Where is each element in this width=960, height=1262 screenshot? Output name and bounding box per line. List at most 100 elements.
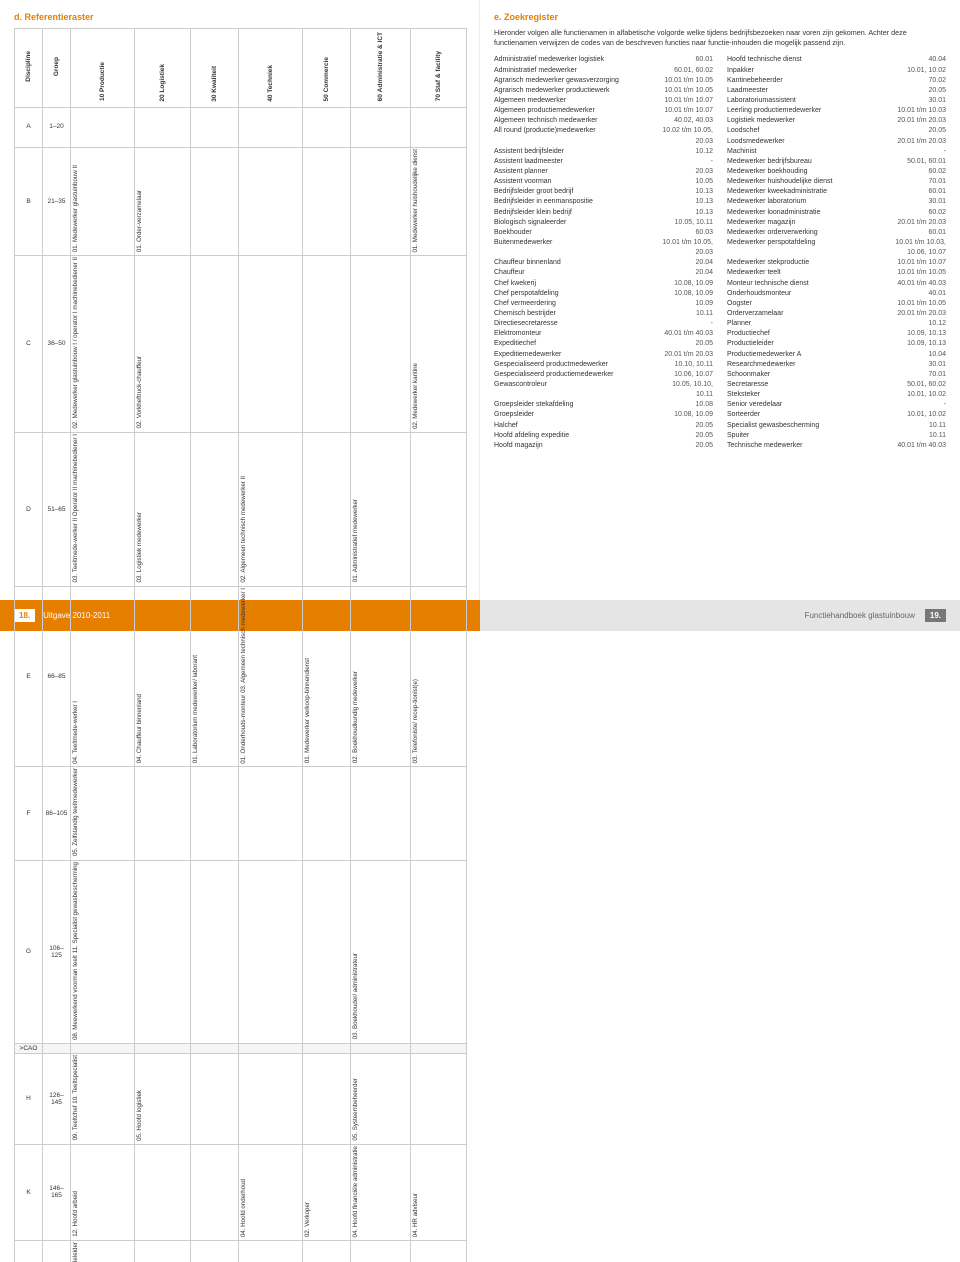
left-section-title: d. Referentieraster (14, 12, 465, 22)
grid-cell: 03. Telefoniste/ recep-tionist(e) (411, 586, 467, 767)
zoek-code: 10.06, 10.07 (903, 248, 946, 258)
zoek-name: Technische medewerker (727, 441, 887, 451)
zoek-row: Bedrijfsleider in eenmanspositie10.13 (494, 197, 713, 207)
zoek-row: Researchmedewerker30.01 (727, 360, 946, 370)
zoek-code: 20.01 t/m 20.03 (893, 116, 946, 126)
zoek-code: 60.01 (691, 55, 713, 65)
zoek-row: Halchef20.05 (494, 421, 713, 431)
group-code: K (15, 1144, 43, 1241)
zoek-name: Expeditiechef (494, 339, 685, 349)
grid-table: Discipline Groep 10 Productie 20 Logisti… (14, 28, 467, 1262)
cell-text: 04. Hoofd financiële administratie (353, 1146, 360, 1238)
zoek-code: 60.02 (924, 208, 946, 218)
grid-cell: 01. Administratief medewerker (351, 432, 411, 586)
zoek-row: Oogster10.01 t/m 10.05 (727, 299, 946, 309)
grid-cell (303, 432, 351, 586)
zoek-row: Medewerker teelt10.01 t/m 10.05 (727, 268, 946, 278)
zoek-code: 10.01 t/m 10.07 (893, 258, 946, 268)
grid-cell (191, 767, 239, 860)
zoek-name: Gewascontroleur (494, 380, 662, 390)
zoek-column-2: Hoofd technische dienst40.04Inpakker10.0… (727, 55, 946, 450)
zoekregister-intro: Hieronder volgen alle functienamen in al… (494, 28, 946, 47)
grid-cell: 02. Vorkheftruck-chauffeur (135, 256, 191, 433)
zoek-name: Medewerker loonadministratie (727, 208, 918, 218)
grid-cell (71, 1043, 135, 1053)
grid-cell (191, 432, 239, 586)
zoek-row: Algemeen medewerker10.01 t/m 10.07 (494, 96, 713, 106)
zoek-code: 10.01 t/m 10.05 (660, 86, 713, 96)
group-code: D (15, 432, 43, 586)
zoek-row: Medewerker stekproductie10.01 t/m 10.07 (727, 258, 946, 268)
grid-cell: 01. Onderhouds-monteur 03. Algemeen tech… (239, 586, 303, 767)
zoek-name: Medewerker boekhouding (727, 167, 918, 177)
grid-cell (239, 256, 303, 433)
cell-text: 01. Administratief medewerker (353, 499, 360, 582)
zoek-name: Gespecialiseerd productiemedewerker (494, 370, 664, 380)
grid-cell (239, 1043, 303, 1053)
cell-text: 02. Medewerker glastuinbouw I / operator… (73, 257, 80, 429)
zoek-row: Algemeen productiemedewerker10.01 t/m 10… (494, 106, 713, 116)
zoek-row: Loodschef 20.05 (727, 126, 946, 136)
grid-cell: 13. Productieleider/ locatieleider (71, 1241, 135, 1262)
zoek-code: - (940, 400, 946, 410)
grid-cell (303, 1043, 351, 1053)
zoek-row: Medewerker laboratorium 30.01 (727, 197, 946, 207)
zoek-name: Loodsmedewerker (727, 137, 887, 147)
zoek-name: Biologisch signaleerder (494, 218, 665, 228)
zoek-name: Machinist (727, 147, 934, 157)
grid-cell (351, 1241, 411, 1262)
right-section-title: e. Zoekregister (494, 12, 946, 22)
zoek-name: Loodschef (727, 126, 918, 136)
zoek-row: Hoofd technische dienst40.04 (727, 55, 946, 65)
zoek-row: Agrarisch medewerker productiewerk10.01 … (494, 86, 713, 96)
zoek-column-1: Administratief medewerker logistiek60.01… (494, 55, 713, 450)
zoek-name: Assistent laadmeester (494, 157, 701, 167)
grid-cell (303, 256, 351, 433)
zoek-name: Secretaresse (727, 380, 897, 390)
grid-cell (351, 767, 411, 860)
zoek-row: Groepsleider stekafdeling10.08 (494, 400, 713, 410)
zoek-code: 40.01 t/m 40.03 (660, 329, 713, 339)
grid-cell (191, 1144, 239, 1241)
cell-text: 01. Order-verzamelaar (137, 190, 144, 252)
zoek-row: Expeditiechef20.05 (494, 339, 713, 349)
grid-cell (303, 1053, 351, 1144)
cell-text: 04. Teeltmede-werker I (73, 701, 80, 764)
zoek-code: 10.12 (691, 147, 713, 157)
cell-text: 01. Medewerker glastuinbouw II (73, 165, 80, 252)
zoek-code: 10.01 t/m 10.03, (891, 238, 946, 248)
zoek-row: 20.03 (494, 137, 713, 147)
zoek-row: Sorteerder10.01, 10.02 (727, 410, 946, 420)
zoek-name: Hoofd technische dienst (727, 55, 918, 65)
zoek-row: Specialist gewasbescherming10.11 (727, 421, 946, 431)
zoek-name: Medewerker laboratorium (727, 197, 918, 207)
zoek-code: 10.01 t/m 10.07 (660, 106, 713, 116)
grid-cell (191, 147, 239, 256)
zoek-name: Schoonmaker (727, 370, 918, 380)
zoek-name: Medewerker orderverwerking (727, 228, 918, 238)
zoek-row: Directiesecretaresse- (494, 319, 713, 329)
zoek-code: 60.01, 60.02 (670, 66, 713, 76)
zoek-code: 10.13 (691, 208, 713, 218)
grid-cell (411, 1241, 467, 1262)
zoek-name: Bedrijfsleider klein bedrijf (494, 208, 685, 218)
zoek-name: Assistent bedrijfsleider (494, 147, 685, 157)
group-range: 1–20 (43, 107, 71, 147)
zoek-row: Productieleider10.09, 10.13 (727, 339, 946, 349)
grid-cell: 01. Laboratorium medewerker/ laborant (191, 586, 239, 767)
disc-0: 10 Productie (99, 60, 106, 103)
zoek-code: 20.05 (691, 421, 713, 431)
grid-row: D51–6503. Teeltmede-werker II Operator I… (15, 432, 467, 586)
cell-text: 09. Teeltchef 10. Teeltspecialist (73, 1055, 80, 1140)
grid-cell (411, 767, 467, 860)
zoek-code: 20.05 (924, 126, 946, 136)
zoek-code: 20.03 (691, 137, 713, 147)
zoek-code: 10.11 (925, 421, 946, 431)
cell-text: 01. Medewerker verkoop-binnendienst (305, 658, 312, 763)
group-range: 106–125 (43, 860, 71, 1043)
zoek-code: 10.08, 10.09 (670, 289, 713, 299)
zoek-row: Medewerker bedrijfsbureau50.01, 60.01 (727, 157, 946, 167)
zoek-code: 30.01 (924, 197, 946, 207)
grid-row: A1–20 (15, 107, 467, 147)
zoek-code: 20.05 (924, 86, 946, 96)
